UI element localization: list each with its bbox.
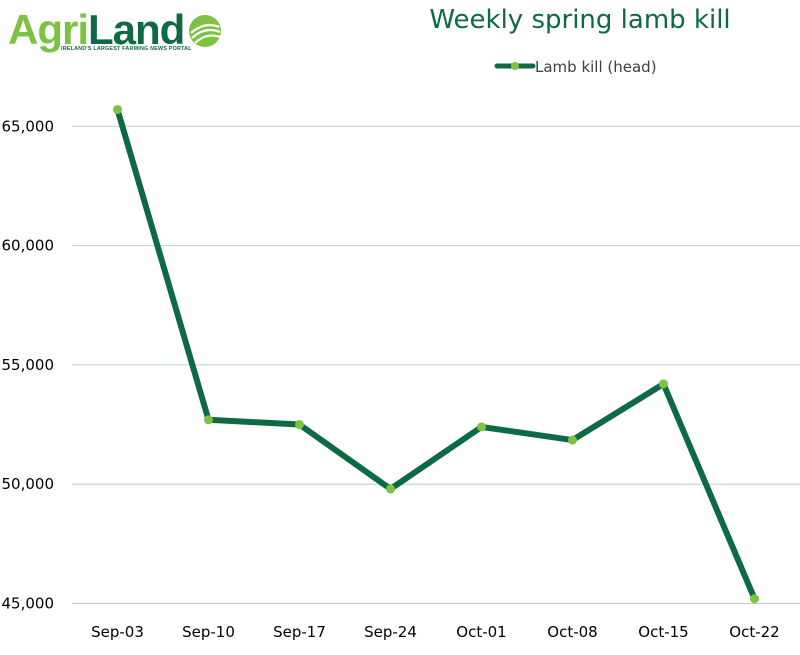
- data-point: [568, 435, 577, 445]
- logo-wordmark: AgriLand: [8, 6, 185, 54]
- x-tick-label: Oct-15: [638, 623, 688, 641]
- legend-label: Lamb kill (head): [535, 58, 657, 76]
- series-lamb-kill: [113, 105, 759, 604]
- logo-wordmark-agri: Agri: [8, 6, 89, 53]
- x-tick-label: Sep-10: [182, 623, 235, 641]
- logo-wordmark-land: Land: [88, 6, 185, 53]
- logo-tagline: IRELAND'S LARGEST FARMING NEWS PORTAL: [61, 46, 192, 52]
- data-point: [113, 105, 122, 115]
- gridlines: [72, 125, 800, 485]
- y-axis-ticks: 45,000 50,000 55,000 60,000 65,000: [2, 117, 55, 612]
- data-point: [295, 420, 304, 430]
- data-point: [659, 379, 668, 389]
- y-tick-label: 60,000: [2, 237, 55, 255]
- chart-title: Weekly spring lamb kill: [429, 5, 730, 35]
- x-tick-label: Oct-08: [547, 623, 597, 641]
- y-tick-label: 65,000: [2, 117, 55, 135]
- legend-marker-swatch: [511, 62, 519, 70]
- x-tick-label: Sep-24: [364, 623, 417, 641]
- data-point: [477, 422, 486, 432]
- data-point: [386, 484, 395, 494]
- legend: Lamb kill (head): [494, 58, 657, 76]
- x-axis-ticks: Sep-03 Sep-10 Sep-17 Sep-24 Oct-01 Oct-08 Oct-…: [91, 623, 780, 641]
- data-point: [204, 415, 213, 425]
- x-tick-label: Oct-01: [456, 623, 506, 641]
- y-tick-label: 45,000: [2, 595, 55, 613]
- data-point: [750, 594, 759, 604]
- x-tick-label: Oct-22: [729, 623, 779, 641]
- series-line: [114, 106, 758, 602]
- globe-field-icon: [189, 15, 221, 47]
- x-tick-label: Sep-03: [91, 623, 144, 641]
- y-tick-label: 55,000: [2, 356, 55, 374]
- agriland-logo: AgriLand IRELAND'S LARGEST FARMING NEWS …: [4, 6, 229, 58]
- y-tick-label: 50,000: [2, 475, 55, 493]
- x-tick-label: Sep-17: [273, 623, 326, 641]
